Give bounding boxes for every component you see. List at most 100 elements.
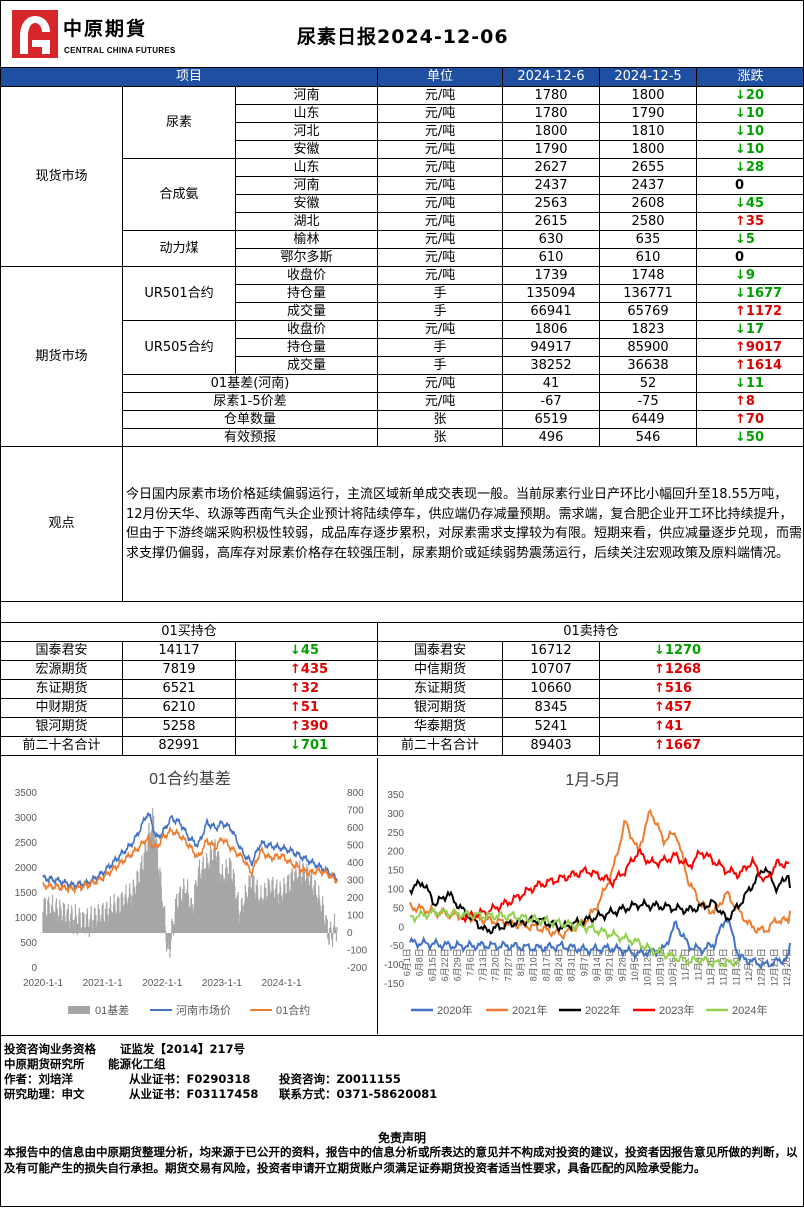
unit-cell: 手 (378, 303, 503, 321)
unit-cell: 手 (378, 285, 503, 303)
change-value: 701 (301, 738, 328, 753)
change-value: 1172 (746, 304, 782, 319)
assistant-name: 研究助理：申文 (4, 1086, 85, 1102)
long-broker: 东证期货 (1, 680, 123, 699)
change-cell: ↓5 (697, 231, 804, 249)
short-change: ↑1667 (600, 737, 804, 756)
unit-cell: 张 (378, 429, 503, 447)
x-tick-label: 7月27日 (503, 948, 513, 981)
arrow-down-icon: ↓ (735, 430, 746, 445)
author-name: 作者：刘培洋 (4, 1071, 73, 1087)
value-prev: 2580 (600, 213, 697, 231)
short-volume: 5241 (503, 718, 600, 737)
y-tick-label: 300 (387, 809, 404, 820)
assistant-cert: 从业证书：F03117458 (129, 1086, 258, 1102)
y-tick-label-right: 500 (347, 841, 364, 852)
y-tick-label-right: -200 (347, 963, 367, 974)
chart-title: 1月-5月 (565, 772, 620, 789)
y-tick-label: 350 (387, 790, 404, 801)
change-value: 1614 (746, 358, 782, 373)
qualification-label: 投资咨询业务资格 (4, 1041, 96, 1057)
value-today: 2437 (503, 177, 600, 195)
positions-title-row: 01买持仓 01卖持仓 (1, 623, 804, 642)
change-value: 45 (746, 196, 764, 211)
long-broker: 中财期货 (1, 699, 123, 718)
arrow-up-icon: ↑ (290, 681, 301, 696)
long-volume: 7819 (123, 661, 236, 680)
region-cell: 鄂尔多斯 (236, 249, 378, 267)
change-value: 1667 (665, 738, 701, 753)
x-tick-label: 8月24日 (554, 948, 564, 981)
change-value: 516 (665, 681, 692, 696)
value-today: 1780 (503, 105, 600, 123)
arrow-up-icon: ↑ (654, 681, 665, 696)
legend-label: 2022年 (585, 1003, 620, 1017)
value-prev: 1748 (600, 267, 697, 285)
change-value: 28 (746, 160, 764, 175)
unit-cell: 元/吨 (378, 195, 503, 213)
y-tick-label-left: 0 (31, 963, 37, 974)
value-prev: -75 (600, 393, 697, 411)
x-tick-label: 12月28日 (782, 948, 792, 986)
change-value: 32 (301, 681, 319, 696)
x-tick-label: 7月20日 (491, 948, 501, 981)
unit-cell: 手 (378, 357, 503, 375)
change-cell: 0 (697, 177, 804, 195)
legend-label: 01合约 (276, 1003, 310, 1017)
value-prev: 1800 (600, 141, 697, 159)
unit-cell: 元/吨 (378, 375, 503, 393)
x-tick-label: 2020-1-1 (23, 978, 63, 989)
unit-cell: 元/吨 (378, 105, 503, 123)
value-today: 41 (503, 375, 600, 393)
value-prev: 36638 (600, 357, 697, 375)
x-tick-label: 7月6日 (465, 948, 475, 976)
arrow-up-icon: ↑ (735, 304, 746, 319)
arrow-down-icon: ↓ (735, 160, 746, 175)
value-prev: 1810 (600, 123, 697, 141)
value-prev: 2437 (600, 177, 697, 195)
arrow-up-icon: ↑ (654, 738, 665, 753)
contact-info: 联系方式：0371-58620081 (279, 1086, 437, 1102)
value-today: 1739 (503, 267, 600, 285)
y-tick-label-left: 2000 (15, 863, 38, 874)
region-cell: 河南 (236, 177, 378, 195)
change-value: 11 (746, 376, 764, 391)
item-cell: 持仓量 (236, 339, 378, 357)
long-volume: 6210 (123, 699, 236, 718)
y-tick-label: 150 (387, 866, 404, 877)
y-tick-label-left: 3000 (15, 813, 38, 824)
x-tick-label: 8月17日 (541, 948, 551, 981)
unit-cell: 元/吨 (378, 393, 503, 411)
unit-cell: 元/吨 (378, 321, 503, 339)
arrow-down-icon: ↓ (735, 196, 746, 211)
change-value: 390 (301, 719, 328, 734)
value-prev: 85900 (600, 339, 697, 357)
long-positions-title: 01买持仓 (1, 623, 378, 642)
change-value: 10 (746, 106, 764, 121)
value-prev: 52 (600, 375, 697, 393)
contract-name: UR501合约 (123, 267, 236, 321)
arrow-up-icon: ↑ (290, 719, 301, 734)
logo-chinese-text: 中原期貨 (63, 14, 147, 41)
x-tick-label: 6月8日 (415, 948, 425, 976)
change-value: 5 (746, 232, 755, 247)
value-today: 6519 (503, 411, 600, 429)
short-broker: 东证期货 (378, 680, 503, 699)
change-cell: ↑1614 (697, 357, 804, 375)
short-volume: 16712 (503, 642, 600, 661)
spread-chart: 1月-5月-150-100-500501001502002503003506月1… (378, 758, 804, 1034)
short-change: ↓1270 (600, 642, 804, 661)
spot-market-label: 现货市场 (1, 87, 123, 267)
legend-label: 2021年 (512, 1003, 547, 1017)
header-item: 项目 (1, 68, 378, 87)
x-tick-label: 11月30日 (731, 948, 741, 985)
y-tick-label: 50 (393, 903, 405, 914)
y-tick-label-right: 400 (347, 858, 364, 869)
value-prev: 65769 (600, 303, 697, 321)
value-today: 94917 (503, 339, 600, 357)
value-prev: 635 (600, 231, 697, 249)
value-prev: 136771 (600, 285, 697, 303)
change-value: 9 (746, 268, 755, 283)
value-today: 38252 (503, 357, 600, 375)
